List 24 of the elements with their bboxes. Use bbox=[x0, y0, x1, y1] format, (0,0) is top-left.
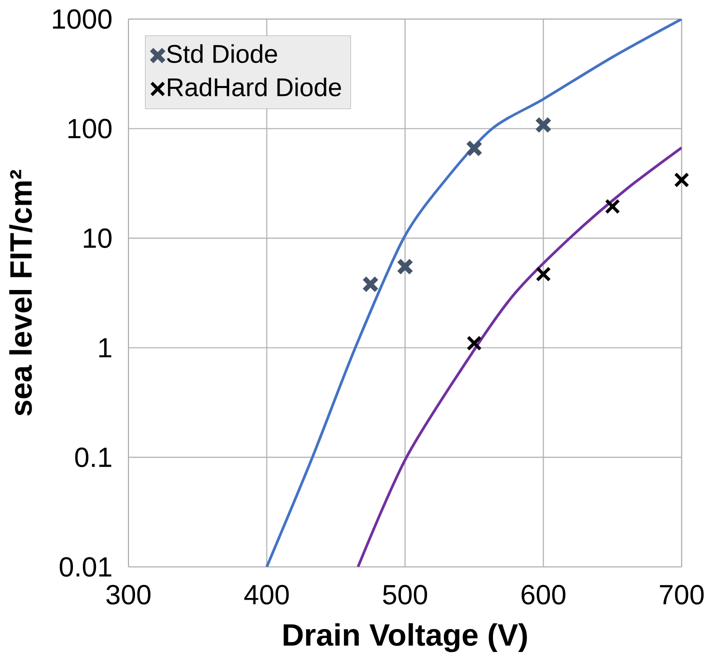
point bbox=[536, 266, 551, 282]
x-tick-label: 500 bbox=[383, 584, 428, 604]
x-tick-label: 600 bbox=[522, 584, 566, 604]
point bbox=[466, 140, 483, 157]
point bbox=[466, 335, 482, 351]
x-tick-label: 300 bbox=[106, 584, 150, 604]
y-tick-label: 1000 bbox=[53, 9, 112, 29]
y-axis-title: sea level FIT/cm² bbox=[9, 170, 32, 416]
x-tick-label: 400 bbox=[244, 584, 289, 604]
point bbox=[396, 258, 414, 275]
x-axis-title: Drain Voltage (V) bbox=[284, 623, 527, 652]
y-tick-label: 0.1 bbox=[75, 447, 112, 467]
point bbox=[604, 198, 620, 214]
point bbox=[534, 116, 552, 134]
point bbox=[674, 172, 690, 188]
y-tick-label: 1 bbox=[99, 338, 112, 358]
legend-label: RadHard Diode bbox=[168, 77, 341, 96]
legend-label: Std Diode bbox=[167, 44, 278, 63]
point bbox=[362, 276, 379, 292]
y-tick-label: 0.01 bbox=[60, 556, 112, 577]
line-series bbox=[356, 146, 682, 567]
x-tick-label: 700 bbox=[660, 584, 704, 604]
y-tick-label: 100 bbox=[68, 118, 112, 138]
y-tick-label: 10 bbox=[84, 228, 112, 248]
